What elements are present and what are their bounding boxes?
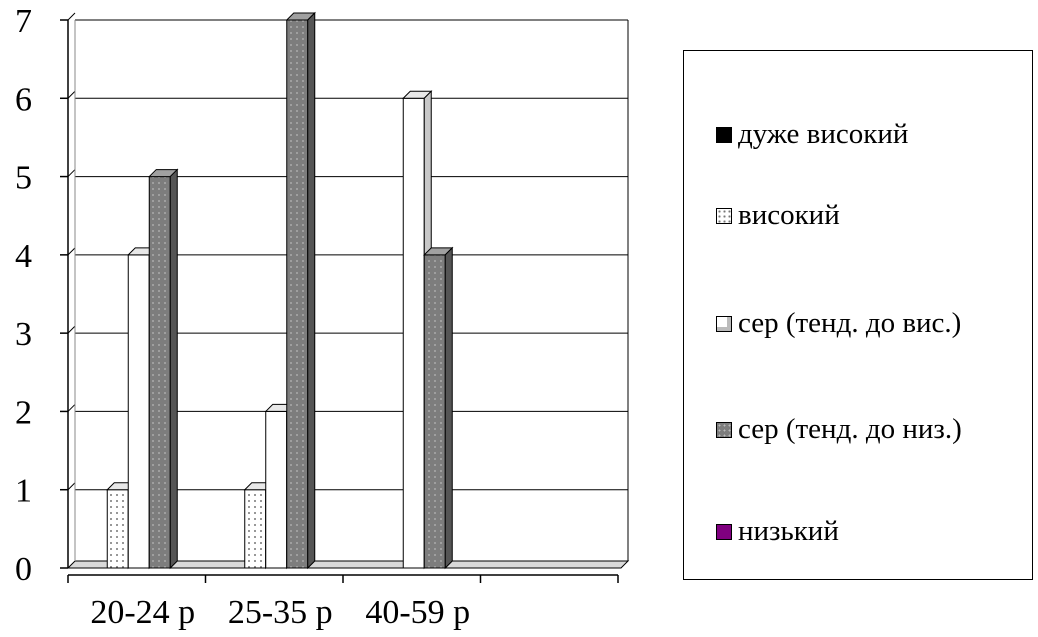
y-tick-label: 4 (15, 238, 32, 275)
gridline-depth (67, 325, 76, 334)
bar (244, 489, 267, 569)
legend-swatch (716, 421, 732, 438)
bar (286, 19, 309, 569)
legend-swatch (716, 523, 732, 540)
bar (265, 410, 288, 569)
bar (423, 254, 446, 569)
bar (106, 489, 129, 569)
legend-item-duzhe-vysokyi: дуже високий (716, 118, 908, 151)
legend-item-ser-vys: сер (тенд. до вис.) (716, 307, 961, 340)
gridline-depth (67, 247, 76, 256)
gridline-depth (67, 90, 76, 99)
y-tick-label: 5 (15, 160, 32, 197)
gridline-depth (67, 169, 76, 177)
y-tick-label: 2 (15, 394, 32, 431)
chart-axes (60, 19, 630, 583)
legend-item-nyzkyi: низький (716, 515, 839, 548)
y-tick-label: 1 (15, 473, 32, 510)
legend-label: сер (тенд. до вис.) (738, 307, 962, 339)
legend-item-ser-nyz: сер (тенд. до низ.) (716, 413, 962, 446)
bar (402, 97, 425, 569)
bar-side-face (169, 168, 178, 570)
y-tick-label: 0 (15, 551, 32, 588)
legend-label: дуже високий (738, 118, 909, 150)
legend-label: низький (738, 515, 839, 547)
chart-labels: 0 1 2 3 4 5 6 7 20-24 р 25-35 р 40-59 р (15, 3, 470, 631)
x-category-label: 25-35 р (228, 594, 333, 631)
legend-label: сер (тенд. до низ.) (738, 413, 962, 445)
gridline-depth (67, 404, 76, 412)
bar-side-face (444, 246, 453, 570)
y-tick-label: 3 (15, 316, 32, 353)
legend-swatch (716, 207, 732, 224)
legend-item-vysokyi: високий (716, 199, 840, 232)
legend-swatch (716, 315, 732, 332)
y-tick-label: 6 (15, 81, 32, 118)
bar-chart: 0 1 2 3 4 5 6 7 20-24 р 25-35 р 40-59 р (15, 3, 630, 631)
chart-bars (106, 11, 454, 570)
gridline-depth (67, 482, 76, 491)
legend-swatch (716, 126, 732, 143)
bar (148, 176, 171, 569)
x-category-label: 20-24 р (90, 594, 195, 631)
bar-side-face (307, 11, 316, 570)
bar (127, 254, 150, 569)
y-tick-label: 7 (15, 3, 32, 40)
x-category-label: 40-59 р (365, 594, 470, 631)
legend-label: високий (738, 199, 840, 231)
chart-legend: дуже високий високий сер (тенд. до вис.)… (683, 50, 1033, 580)
gridline-depth (67, 12, 76, 21)
